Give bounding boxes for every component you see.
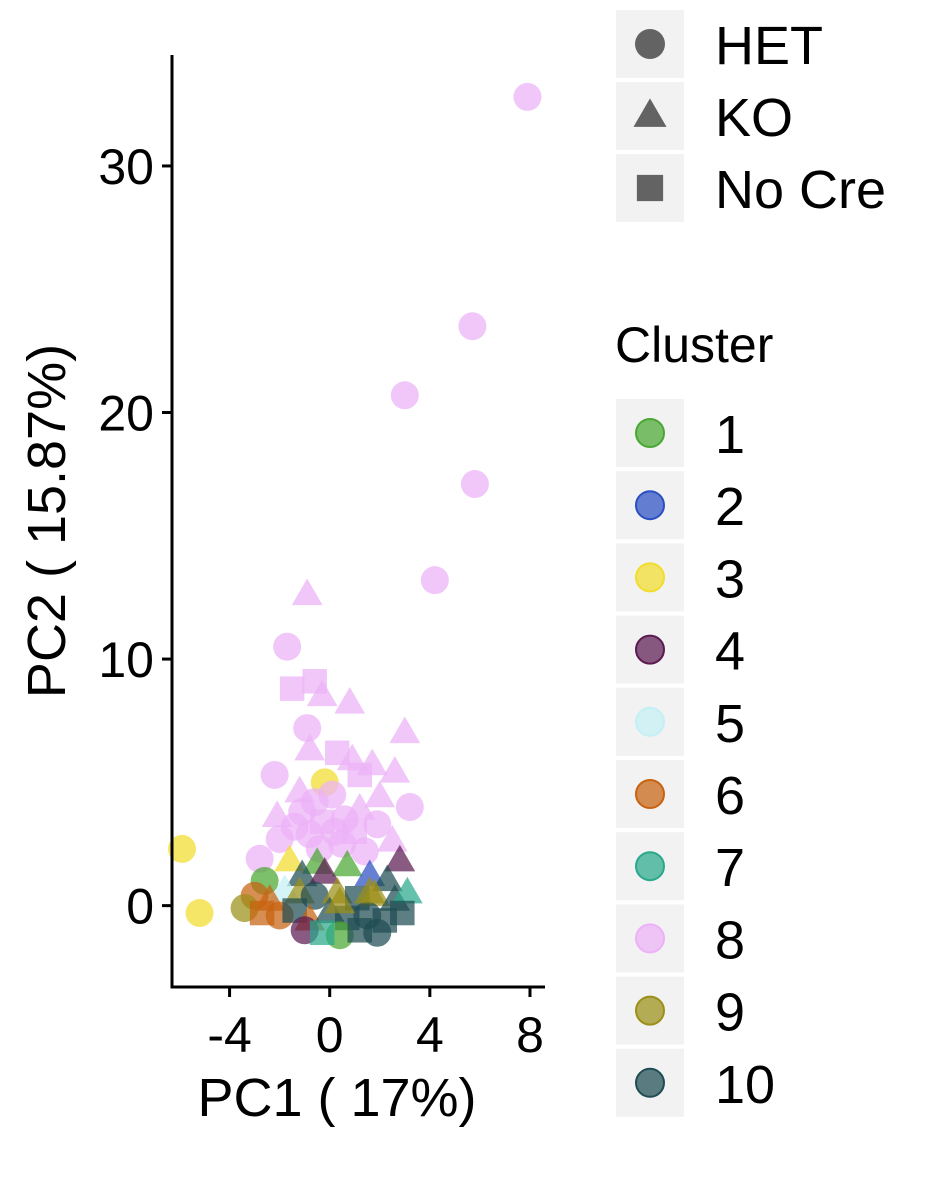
color-legend-title: Cluster [615, 317, 773, 373]
color-legend-label: 5 [715, 694, 745, 754]
data-point [384, 844, 416, 872]
shape-legend-label: KO [715, 88, 793, 148]
data-point [279, 676, 305, 701]
shape-legend-label: HET [715, 16, 823, 76]
color-legend-label: 10 [715, 1055, 775, 1115]
data-point [293, 714, 322, 743]
data-point [291, 578, 323, 606]
color-legend-label: 7 [715, 838, 745, 898]
data-point [354, 876, 386, 904]
color-legend-key [635, 1067, 665, 1098]
data-point [391, 876, 423, 904]
color-legend-label: 1 [715, 405, 745, 465]
data-point [347, 762, 373, 788]
y-axis-ticks: 0 10 20 30 [98, 139, 172, 935]
y-tick-label: 0 [126, 879, 154, 935]
data-point [328, 829, 357, 858]
data-point [513, 82, 542, 111]
y-tick-label: 20 [98, 386, 154, 442]
data-point [274, 844, 306, 872]
data-point [371, 864, 403, 892]
y-axis-title: PC2 ( 15.87%) [17, 344, 77, 698]
color-legend-label: 2 [715, 477, 745, 537]
data-point [168, 834, 197, 863]
data-point [354, 859, 386, 887]
data-point [390, 381, 419, 410]
data-point [460, 470, 489, 499]
x-axis-ticks: -4 0 4 8 [207, 987, 544, 1063]
color-legend-key [635, 851, 665, 882]
color-legend-label: 3 [715, 549, 745, 609]
color-legend-key [635, 490, 665, 521]
x-tick-label: 4 [416, 1007, 444, 1063]
data-point [458, 312, 487, 341]
x-tick-label: 0 [316, 1007, 344, 1063]
shape-legend-key [635, 29, 665, 59]
data-point [324, 886, 356, 914]
color-legend: 1 2 3 4 5 6 7 8 9 10 [616, 399, 775, 1117]
data-point [265, 825, 294, 854]
color-legend-label: 9 [715, 983, 745, 1043]
data-point [306, 679, 338, 707]
color-legend-label: 8 [715, 910, 745, 970]
data-point [286, 859, 318, 887]
data-point [376, 825, 408, 852]
data-point [185, 899, 214, 928]
data-point [379, 756, 411, 783]
data-point [309, 920, 335, 946]
color-legend-key [635, 706, 665, 737]
y-tick-label: 10 [98, 632, 154, 688]
color-legend-key [635, 418, 665, 448]
data-point [331, 849, 363, 877]
data-point [420, 566, 449, 595]
color-legend-label: 6 [715, 766, 745, 826]
data-point [260, 760, 289, 789]
shape-legend-key [636, 174, 664, 202]
shape-legend-key [633, 98, 667, 127]
y-tick-label: 30 [98, 139, 154, 195]
color-legend-label: 4 [715, 622, 745, 682]
data-point [390, 900, 415, 926]
color-legend-key [635, 995, 665, 1026]
color-legend-key [635, 779, 665, 809]
color-legend-key [635, 923, 665, 954]
data-point [350, 837, 379, 866]
x-axis-title: PC1 ( 17%) [197, 1068, 476, 1128]
x-tick-label: 8 [516, 1007, 544, 1063]
data-point [389, 716, 421, 744]
data-point [334, 686, 366, 714]
data-point [300, 881, 329, 910]
shape-legend-label: No Cre [715, 160, 886, 220]
color-legend-key [635, 634, 665, 665]
data-point [294, 733, 326, 761]
color-legend-key [635, 562, 665, 593]
data-point [245, 844, 274, 873]
data-point [395, 793, 424, 822]
data-point [273, 632, 302, 661]
shape-legend: HET KO No Cre [616, 10, 886, 222]
data-point [309, 857, 341, 884]
data-point [363, 810, 392, 839]
points-layer [168, 82, 542, 950]
data-point [363, 918, 392, 947]
x-tick-label: -4 [207, 1007, 251, 1063]
data-point [364, 780, 396, 808]
